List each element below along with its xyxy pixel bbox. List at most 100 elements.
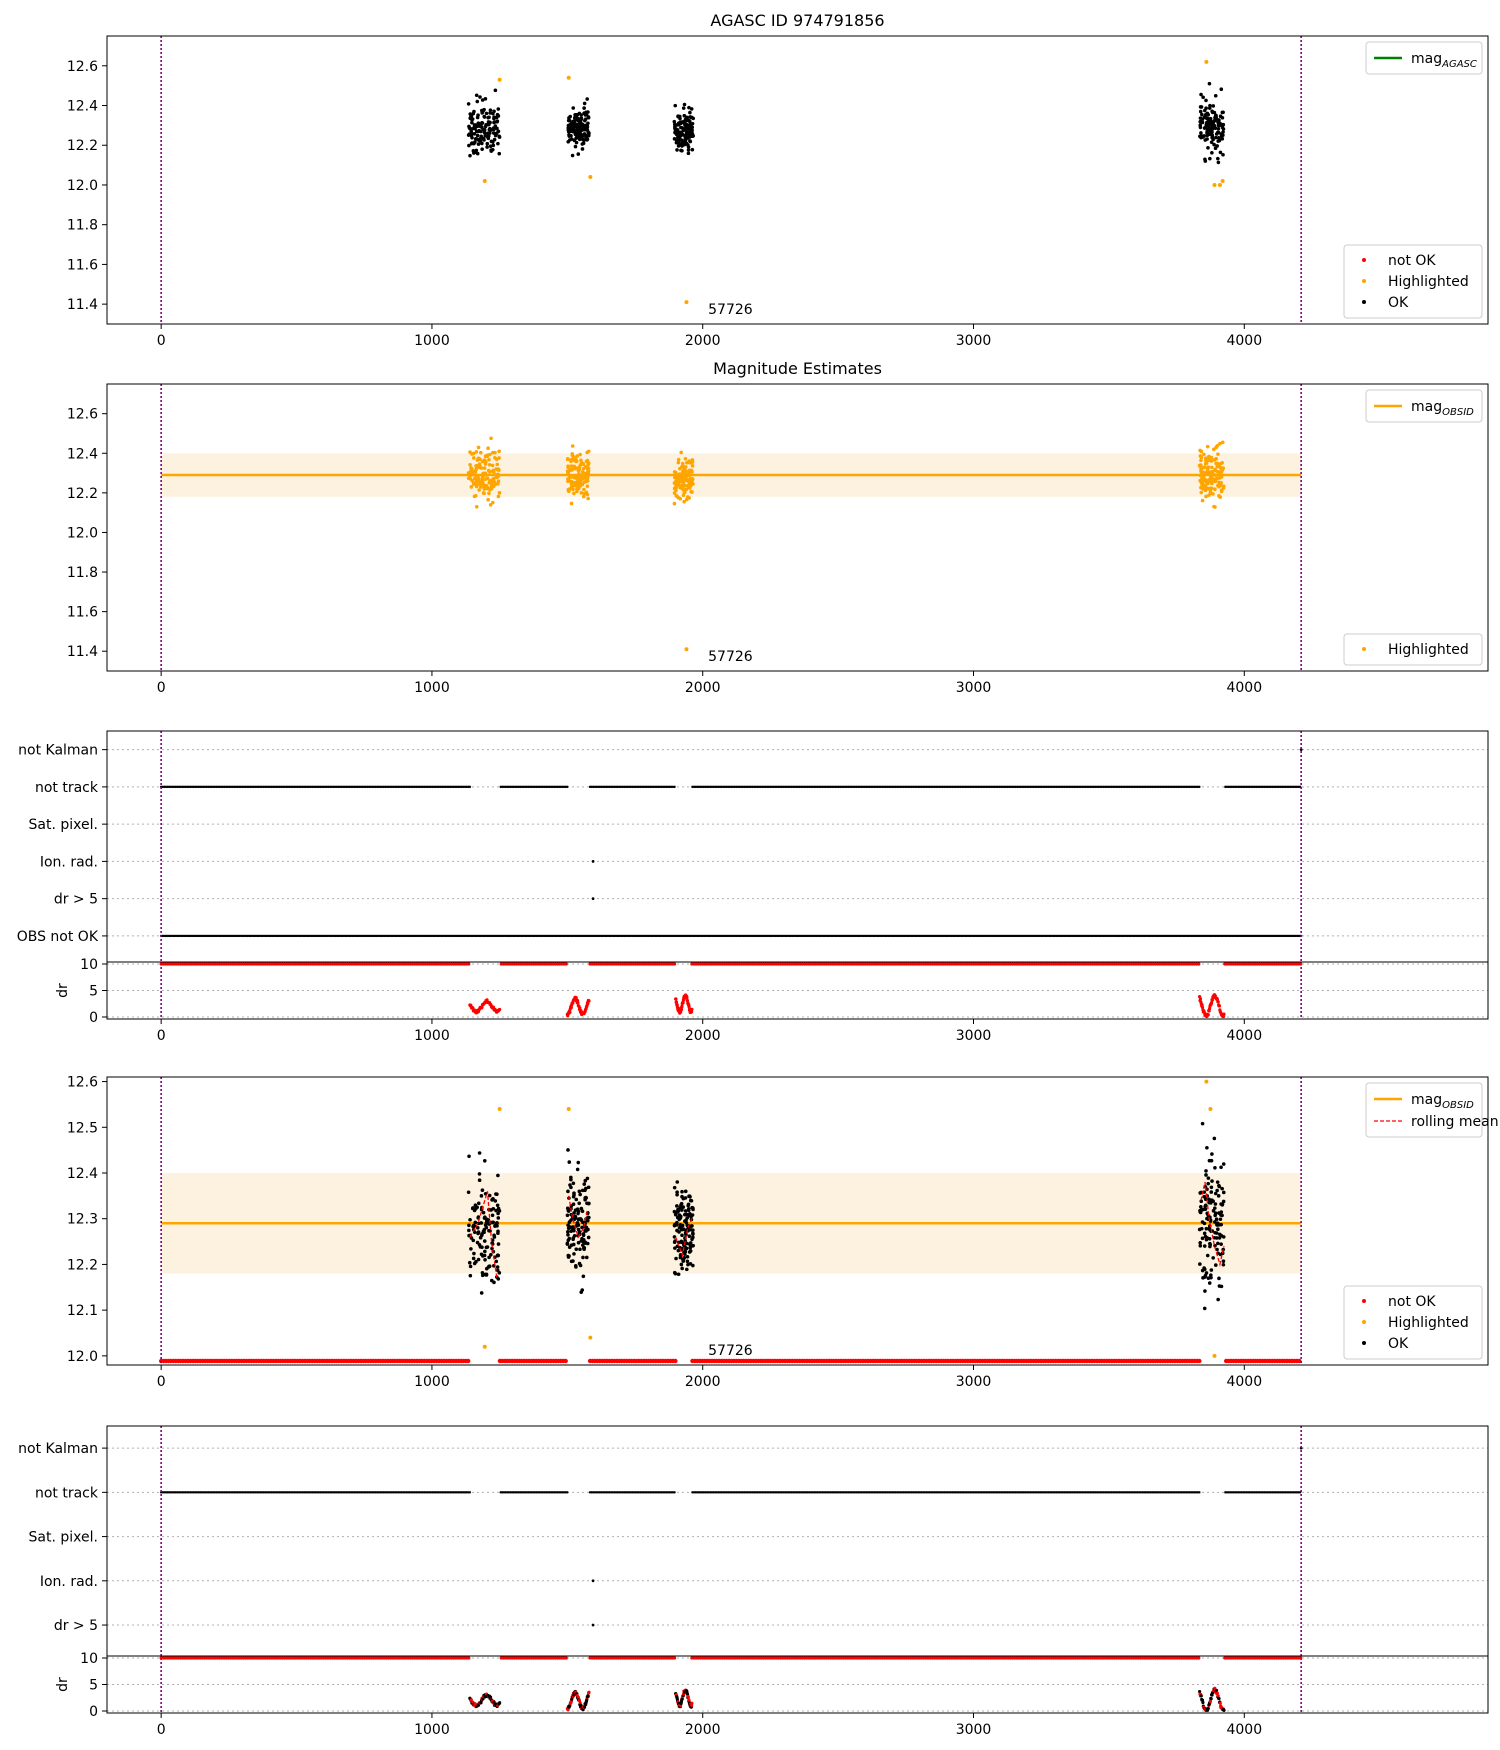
data-point [580,475,585,480]
data-point [685,1259,690,1264]
y-tick-label: 12.6 [67,1075,98,1091]
data-point [495,120,499,124]
legend-box [1365,389,1483,423]
data-point [1198,134,1203,139]
data-point [1218,465,1223,470]
data-point [1213,1211,1218,1215]
data-point [1208,116,1213,121]
data-point [491,1220,495,1225]
data-point [1209,140,1214,145]
highlighted-point [497,77,502,82]
data-point [565,1242,570,1246]
legend-label: Highlighted [1388,1315,1469,1331]
data-point [672,501,677,506]
data-point [683,1249,687,1253]
data-point [491,484,496,489]
data-point [486,497,490,502]
data-point [678,116,682,121]
data-point [1209,1185,1214,1190]
data-point [490,1213,495,1218]
data-point [681,1205,686,1209]
data-point [689,128,694,132]
data-point [575,454,580,458]
x-tick-label: 2000 [685,1374,721,1390]
data-point [580,142,585,146]
data-point [568,122,572,127]
data-point [1204,1169,1208,1173]
data-point [480,477,484,481]
data-point [672,119,677,124]
data-point [677,1217,682,1222]
data-point [574,475,579,480]
flag-label: Sat. pixel. [29,817,98,833]
data-point [1202,1306,1207,1311]
data-point [1198,1240,1202,1245]
data-point [1203,1275,1207,1279]
data-point [469,132,474,136]
data-point [1220,110,1225,115]
data-point [480,1271,485,1275]
data-point [489,1252,493,1257]
data-point [1202,115,1207,120]
data-point [466,471,471,475]
data-point [497,135,502,139]
legend-label-sub: AGASC [1441,59,1477,70]
data-point [1199,449,1204,454]
data-point [1215,1180,1220,1184]
data-point [676,121,681,126]
data-point [483,477,488,482]
data-point [576,1217,581,1222]
line-legend: magAGASC [1365,41,1483,75]
data-point [581,1246,586,1250]
data-point [690,477,695,481]
data-point [480,121,485,125]
data-point [676,1248,681,1253]
data-point [496,494,501,499]
data-point [1217,1236,1222,1240]
data-point [474,450,479,454]
point-annotation: 57726 [708,302,753,318]
data-point [475,99,480,104]
data-point [497,1209,502,1213]
data-point [570,465,575,469]
data-point [581,494,586,499]
data-point [569,1259,574,1264]
data-point [485,485,490,490]
data-point [1216,1227,1220,1232]
data-point [675,1193,679,1197]
data-point [1221,1259,1226,1263]
data-point [565,457,570,462]
data-point [672,1209,677,1214]
data-point [582,487,586,492]
data-point [470,117,475,121]
data-point [476,456,481,461]
data-point [585,450,590,455]
dr-point [1299,962,1303,966]
axes-frame [106,730,1489,963]
dr-point [480,1005,484,1009]
data-point [484,123,488,127]
data-point [691,1231,695,1236]
data-point [482,1239,487,1243]
data-point [1202,1266,1206,1270]
data-point [482,466,487,470]
data-point [681,473,685,478]
data-point [676,495,681,500]
data-point [681,493,686,498]
rolling-mean-line [568,1195,589,1239]
flag-label: dr > 5 [54,892,98,908]
data-point [682,490,687,495]
x-tick-label: 1000 [414,1374,450,1390]
data-point [470,452,474,456]
data-point [1204,106,1208,110]
data-point [1216,127,1221,131]
data-point [1213,1220,1217,1224]
data-point [466,1190,471,1195]
data-point [495,462,500,467]
data-point [1219,1165,1223,1170]
data-point [1211,477,1215,481]
data-point [476,142,481,146]
data-point [681,106,686,110]
data-point [482,1230,486,1235]
